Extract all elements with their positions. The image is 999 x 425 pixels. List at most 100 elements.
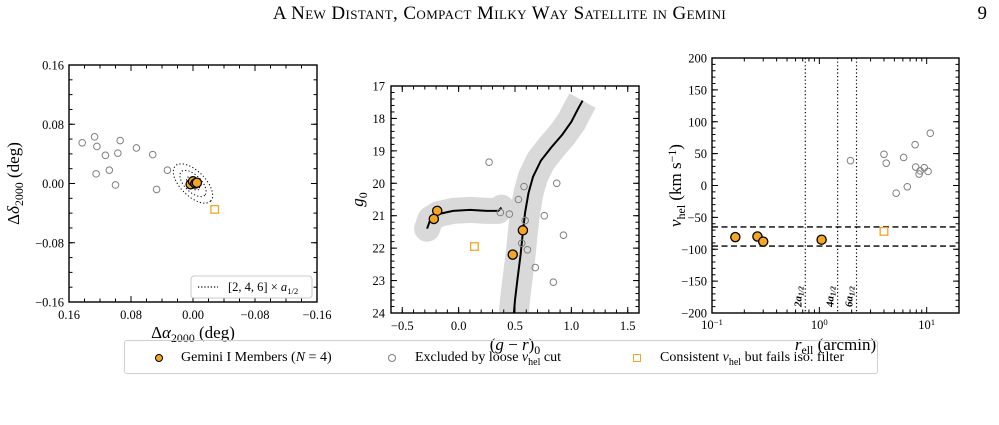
y-tick-label: 24 <box>373 307 386 321</box>
half-light-ellipse-3 <box>172 163 214 204</box>
y-tick-label: −150 <box>681 275 707 289</box>
isochrone-main <box>512 100 584 314</box>
cmd-panel: −0.5 0.0 0.5 1.0 1.5 17 18 19 20 21 22 23 24 (g − r)0… <box>348 56 679 357</box>
y-tick-label: 17 <box>373 80 386 94</box>
excluded-point <box>926 129 935 138</box>
x-tick-label: 1.5 <box>620 319 636 333</box>
radius-line-label: 6a1/2 <box>844 286 857 307</box>
radius-line-label: 2a1/2 <box>792 286 805 308</box>
half-light-ellipse-2 <box>179 169 207 198</box>
y-tick-label: −100 <box>681 243 707 257</box>
excluded-point <box>903 182 912 191</box>
excluded-point <box>514 195 523 204</box>
y-tick-label: −50 <box>687 211 707 225</box>
excluded-point <box>148 150 157 159</box>
consistent-point <box>469 242 479 251</box>
excluded-point <box>540 211 549 220</box>
clip-bottom <box>351 313 679 341</box>
member-point <box>757 236 769 247</box>
y-tick-label: 18 <box>373 112 386 126</box>
x-tick-label: 101 <box>918 317 935 332</box>
member-point <box>191 177 203 189</box>
excluded-point <box>520 182 528 191</box>
excluded-point <box>78 138 86 147</box>
excluded-point <box>915 170 923 178</box>
y-axis-label: vhel (km s−1) <box>665 144 687 227</box>
y-tick-label: 0 <box>701 179 707 193</box>
x-axis-label: (g − r)0 <box>490 335 541 357</box>
legend-consistent-label: Consistent vhel but fails iso. filter <box>660 350 845 368</box>
y-tick-label: 21 <box>373 209 386 223</box>
excluded-point <box>892 189 901 197</box>
y-tick-label: −200 <box>681 307 707 321</box>
x-tick-label: −0.16 <box>303 308 332 322</box>
excluded-point <box>90 133 99 141</box>
x-tick-label: −0.08 <box>241 308 270 322</box>
excluded-point <box>101 151 110 160</box>
member-point <box>517 225 529 236</box>
excluded-point <box>517 239 526 248</box>
y-tick-label: 23 <box>373 274 386 288</box>
y-tick-label: −0.08 <box>35 236 64 250</box>
excluded-point <box>105 166 114 174</box>
running-title: A New Distant, Compact Milky Way Satelli… <box>272 3 727 24</box>
excluded-point <box>899 153 908 162</box>
x-axis-label: rell (arcmin) <box>795 335 876 357</box>
excluded-point <box>92 170 100 178</box>
legend-consistent-marker <box>633 354 641 362</box>
member-point <box>816 234 827 245</box>
excluded-point <box>521 216 529 225</box>
y-tick-label: 20 <box>373 177 386 191</box>
member-point <box>730 231 741 243</box>
y-tick-label: 50 <box>695 147 708 161</box>
page-header: A New Distant, Compact Milky Way Satelli… <box>0 0 999 40</box>
y-axis-label: g0 <box>348 192 370 207</box>
y-axis-label: Δδ2000 (deg) <box>4 142 26 225</box>
excluded-point <box>163 166 172 174</box>
excluded-point <box>152 185 161 194</box>
legend-excluded-marker <box>388 354 396 362</box>
excluded-point <box>846 156 855 165</box>
isochrone-band-main <box>498 93 596 315</box>
member-point <box>507 249 518 260</box>
excluded-point <box>924 167 932 176</box>
clip-top <box>351 56 679 86</box>
y-tick-label: 200 <box>688 52 707 66</box>
excluded-point <box>116 136 124 145</box>
y-tick-label: 22 <box>373 242 386 256</box>
x-tick-label: 0.16 <box>58 308 80 322</box>
radius-line-label: 4a1/2 <box>825 286 838 308</box>
excluded-point <box>114 149 122 157</box>
inner-legend-box <box>190 275 313 299</box>
consistent-point <box>210 204 220 214</box>
velocity-frame <box>711 57 960 314</box>
y-tick-label: 0.16 <box>42 59 64 73</box>
inner-legend-label: [2, 4, 6] × a1/2 <box>228 280 298 296</box>
y-tick-label: −0.16 <box>35 296 64 310</box>
x-axis-label: Δα2000 (deg) <box>151 323 235 345</box>
member-point <box>428 213 440 225</box>
excluded-point <box>549 278 558 286</box>
y-tick-label: 150 <box>688 83 707 97</box>
excluded-point <box>485 158 493 167</box>
excluded-point <box>132 144 141 152</box>
x-tick-label: 10−1 <box>701 317 723 332</box>
excluded-point <box>920 163 929 172</box>
excluded-point <box>505 210 514 218</box>
x-tick-label: −0.5 <box>391 319 414 333</box>
excluded-point <box>496 208 505 217</box>
excluded-point <box>531 263 540 272</box>
y-tick-label: 0.00 <box>42 177 64 191</box>
y-tick-label: 0.08 <box>42 118 64 132</box>
excluded-point <box>552 179 561 188</box>
consistent-point <box>879 226 889 236</box>
excluded-point <box>911 140 919 149</box>
velocity-panel: 2a1/2 4a1/2 6a1/2 10−1 100 101 200 150 100 50 0 −50… <box>665 52 960 357</box>
legend-member-marker <box>155 354 163 362</box>
excluded-point <box>559 231 568 239</box>
x-tick-label: 100 <box>811 317 829 332</box>
x-tick-label: 0.0 <box>451 319 467 333</box>
y-tick-label: 19 <box>373 144 386 158</box>
excluded-point <box>93 142 101 151</box>
